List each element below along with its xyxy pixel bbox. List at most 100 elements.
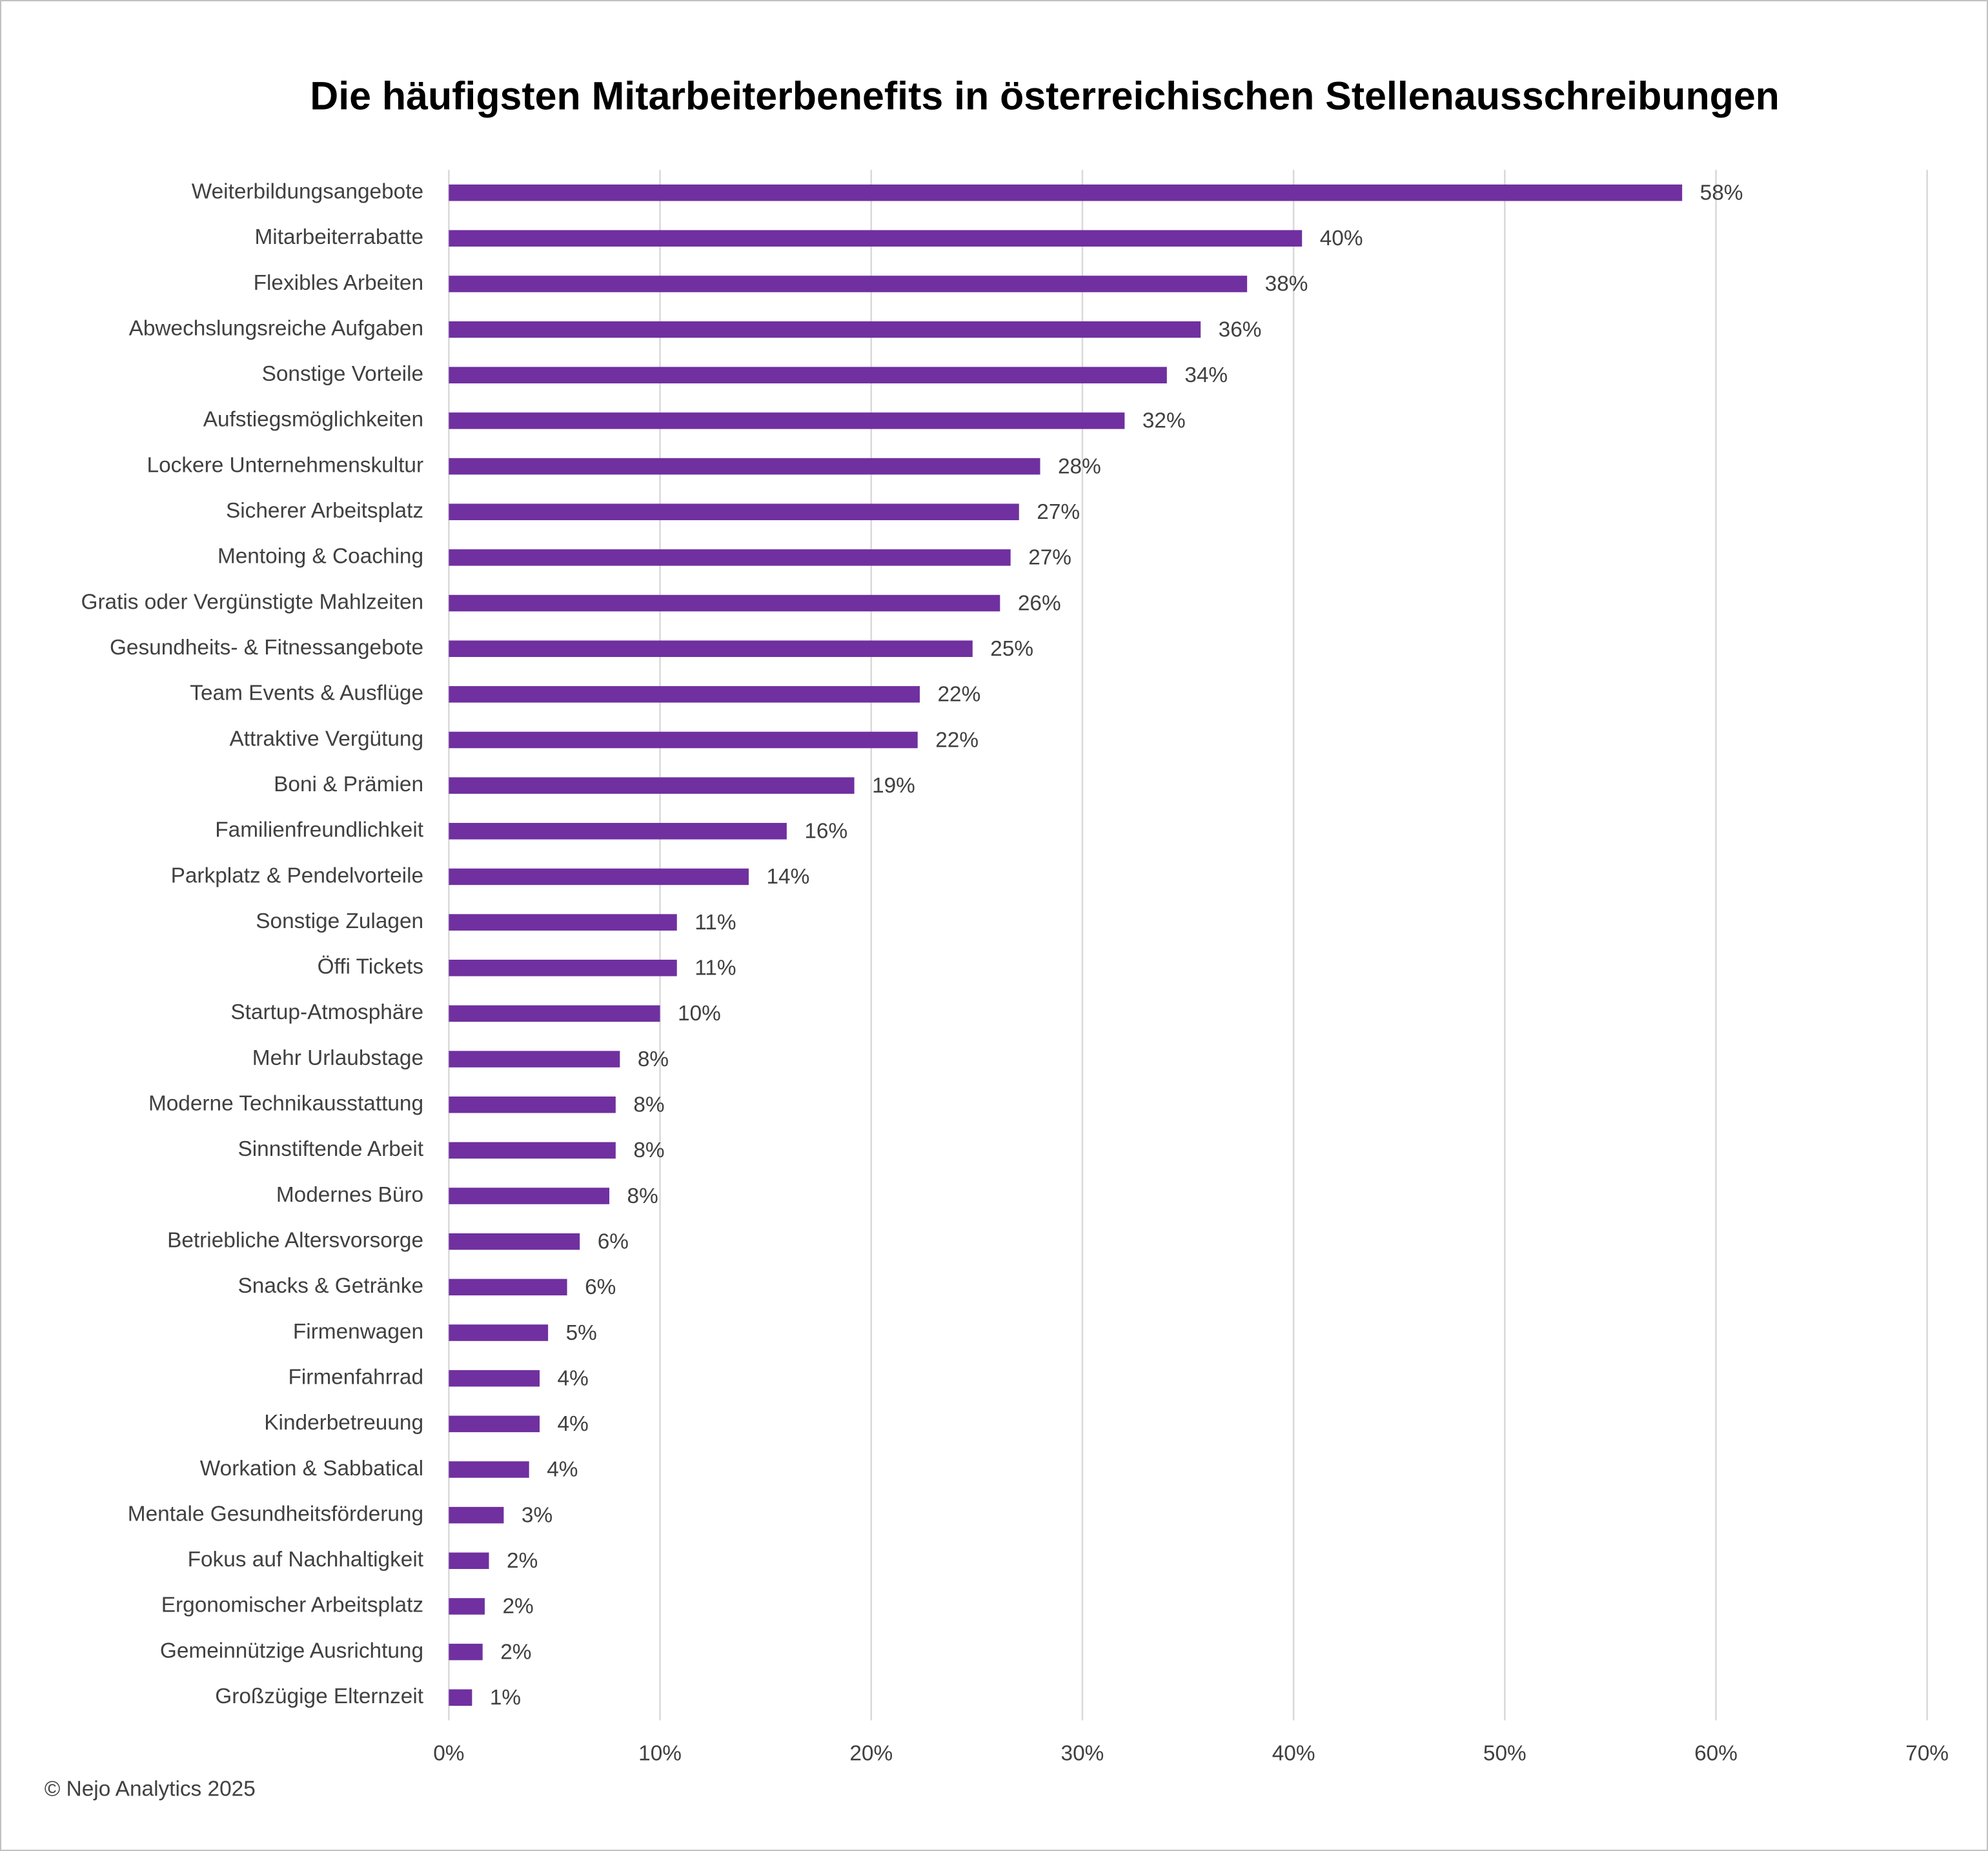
y-tick-label: Moderne Technikausstattung bbox=[148, 1092, 423, 1116]
bar bbox=[449, 230, 1303, 247]
bar bbox=[449, 412, 1125, 429]
bar bbox=[449, 777, 855, 794]
bar bbox=[449, 1233, 580, 1250]
y-tick-label: Gratis oder Vergünstigte Mahlzeiten bbox=[81, 590, 423, 614]
data-label: 8% bbox=[638, 1047, 669, 1071]
data-label: 58% bbox=[1700, 181, 1743, 205]
y-tick-label: Team Events & Ausflüge bbox=[190, 682, 423, 705]
bar bbox=[449, 1415, 540, 1433]
data-label: 34% bbox=[1184, 363, 1228, 387]
data-label: 6% bbox=[585, 1275, 616, 1299]
y-tick-label: Modernes Büro bbox=[276, 1183, 423, 1207]
data-label: 14% bbox=[766, 865, 809, 889]
bar bbox=[449, 640, 973, 657]
bar bbox=[449, 184, 1683, 201]
x-tick-label: 30% bbox=[1061, 1741, 1104, 1765]
data-label: 27% bbox=[1028, 546, 1071, 570]
y-tick-label: Firmenwagen bbox=[293, 1320, 423, 1344]
y-tick-label: Sinnstiftende Arbeit bbox=[238, 1137, 423, 1161]
y-tick-label: Boni & Prämien bbox=[274, 773, 423, 796]
bar bbox=[449, 1188, 610, 1204]
y-tick-label: Parkplatz & Pendelvorteile bbox=[171, 864, 423, 887]
y-tick-label: Sicherer Arbeitsplatz bbox=[226, 499, 423, 523]
bar bbox=[449, 868, 749, 885]
bar bbox=[449, 1370, 540, 1387]
bar bbox=[449, 731, 918, 749]
data-label: 8% bbox=[633, 1138, 664, 1162]
bar bbox=[449, 960, 677, 976]
data-label: 8% bbox=[633, 1093, 664, 1117]
data-label: 4% bbox=[558, 1412, 589, 1436]
bar bbox=[449, 914, 677, 931]
data-label: 4% bbox=[547, 1458, 578, 1482]
bar bbox=[449, 321, 1201, 338]
bar bbox=[449, 1552, 489, 1570]
y-tick-label: Betriebliche Altersvorsorge bbox=[167, 1229, 423, 1253]
y-tick-label: Attraktive Vergütung bbox=[230, 727, 424, 751]
bar bbox=[449, 1461, 529, 1478]
bar bbox=[449, 1096, 616, 1113]
data-label: 4% bbox=[558, 1366, 589, 1390]
y-tick-label: Mitarbeiterrabatte bbox=[255, 225, 424, 249]
data-label: 2% bbox=[507, 1549, 538, 1573]
data-label: 26% bbox=[1018, 591, 1061, 615]
bar bbox=[449, 1324, 549, 1341]
data-label: 3% bbox=[522, 1503, 553, 1527]
data-label: 1% bbox=[490, 1686, 521, 1710]
y-tick-label: Mentale Gesundheitsförderung bbox=[128, 1502, 423, 1526]
y-tick-label: Flexibles Arbeiten bbox=[254, 271, 423, 295]
y-tick-label: Familienfreundlichkeit bbox=[215, 818, 423, 842]
bar bbox=[449, 1051, 620, 1067]
data-label: 11% bbox=[695, 911, 736, 935]
bar bbox=[449, 1689, 472, 1706]
y-tick-label: Sonstige Zulagen bbox=[256, 909, 423, 933]
bar bbox=[449, 1643, 483, 1661]
bar bbox=[449, 367, 1167, 384]
x-tick-label: 60% bbox=[1694, 1741, 1738, 1765]
bar bbox=[449, 1598, 485, 1615]
bar bbox=[449, 686, 920, 703]
y-tick-label: Mehr Urlaubstage bbox=[252, 1046, 423, 1070]
data-label: 22% bbox=[935, 728, 979, 752]
data-label: 32% bbox=[1142, 409, 1186, 433]
y-tick-label: Firmenfahrrad bbox=[288, 1365, 423, 1389]
y-tick-label: Weiterbildungsangebote bbox=[192, 179, 423, 203]
y-tick-label: Ergonomischer Arbeitsplatz bbox=[161, 1593, 423, 1617]
x-tick-label: 0% bbox=[433, 1741, 464, 1765]
bar bbox=[449, 276, 1248, 292]
y-tick-label: Abwechslungsreiche Aufgaben bbox=[129, 316, 423, 340]
chart-title: Die häufigsten Mitarbeiterbenefits in ös… bbox=[310, 74, 1780, 117]
y-tick-label: Startup-Atmosphäre bbox=[230, 1000, 423, 1024]
y-tick-label: Kinderbetreuung bbox=[264, 1411, 423, 1435]
bar bbox=[449, 1279, 567, 1296]
data-label: 16% bbox=[804, 820, 847, 844]
data-label: 2% bbox=[500, 1640, 531, 1664]
data-label: 19% bbox=[872, 774, 915, 798]
data-label: 28% bbox=[1058, 454, 1101, 478]
x-tick-label: 40% bbox=[1272, 1741, 1315, 1765]
bar bbox=[449, 1506, 504, 1524]
y-tick-label: Mentoing & Coaching bbox=[218, 545, 423, 569]
y-tick-label: Aufstiegsmöglichkeiten bbox=[203, 408, 423, 432]
bar bbox=[449, 1142, 616, 1159]
bar bbox=[449, 458, 1040, 475]
data-label: 40% bbox=[1320, 227, 1363, 250]
y-tick-label: Workation & Sabbatical bbox=[200, 1457, 423, 1481]
bar bbox=[449, 503, 1019, 520]
y-tick-label: Gemeinnützige Ausrichtung bbox=[160, 1639, 423, 1663]
y-tick-label: Lockere Unternehmenskultur bbox=[147, 453, 424, 477]
y-tick-label: Öffi Tickets bbox=[318, 955, 423, 979]
data-label: 11% bbox=[695, 956, 736, 980]
data-label: 2% bbox=[502, 1595, 533, 1619]
x-tick-label: 50% bbox=[1483, 1741, 1527, 1765]
data-label: 5% bbox=[566, 1321, 597, 1345]
data-label: 38% bbox=[1265, 272, 1308, 296]
data-label: 27% bbox=[1037, 500, 1080, 524]
data-label: 25% bbox=[990, 637, 1033, 661]
bar bbox=[449, 549, 1011, 566]
data-label: 10% bbox=[678, 1002, 721, 1026]
y-tick-label: Snacks & Getränke bbox=[238, 1274, 424, 1298]
data-label: 22% bbox=[937, 683, 980, 707]
y-tick-label: Sonstige Vorteile bbox=[262, 362, 423, 386]
